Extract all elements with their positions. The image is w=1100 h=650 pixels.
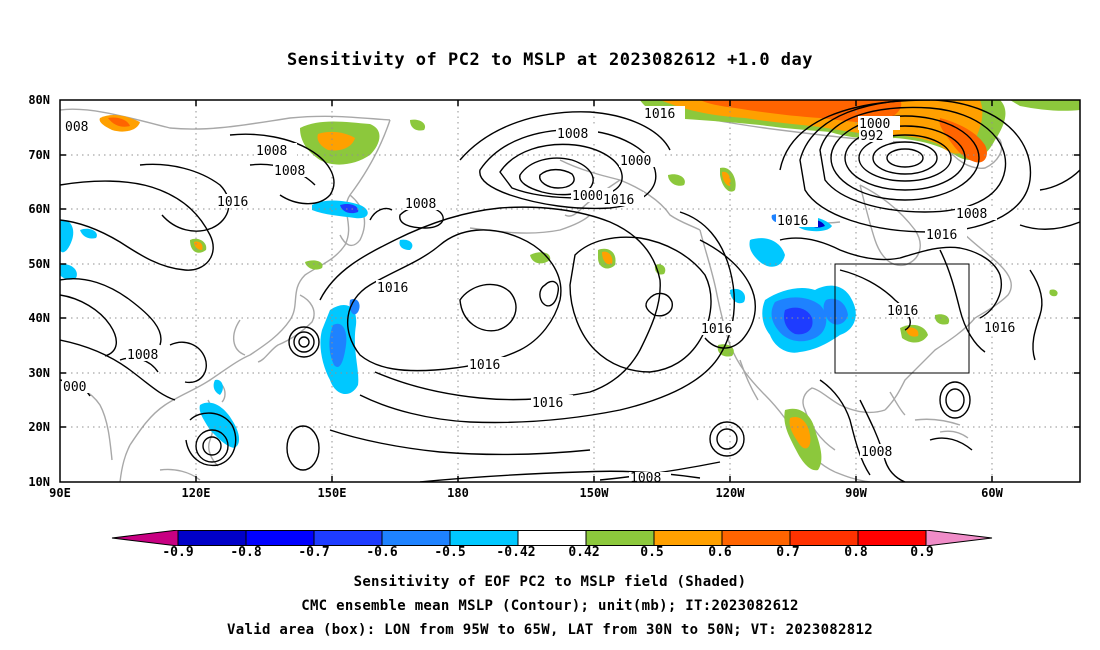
lon-label: 60W — [981, 486, 1003, 500]
contour-label: 992 — [860, 129, 883, 144]
contour-label: 1008 — [256, 144, 287, 159]
lat-label: 70N — [28, 148, 50, 162]
lat-label: 80N — [28, 93, 50, 107]
lat-label: 50N — [28, 257, 50, 271]
colorbar-label: -0.42 — [496, 545, 536, 560]
tick-marks — [60, 100, 1080, 482]
lat-label: 10N — [28, 475, 50, 489]
contour-label: 1000 — [859, 117, 890, 132]
colorbar-cell — [653, 530, 723, 546]
colorbar-arrow-low — [111, 530, 179, 546]
contour-label: 1000 — [572, 189, 603, 204]
negative-sensitivity-shading — [60, 200, 856, 448]
colorbar-label: 0.7 — [776, 545, 800, 560]
contour-label: 1016 — [469, 358, 500, 373]
mslp-contours — [60, 100, 1080, 482]
colorbar-label: -0.8 — [230, 545, 262, 560]
colorbar-label: -0.5 — [434, 545, 466, 560]
colorbar-cell — [517, 530, 587, 546]
lat-label: 20N — [28, 420, 50, 434]
contour-label: 1008 — [956, 207, 987, 222]
lat-label: 30N — [28, 366, 50, 380]
contour-label: 000 — [63, 380, 86, 395]
contour-label: 1016 — [926, 228, 957, 243]
colorbar-cell — [721, 530, 791, 546]
colorbar-label: 0.8 — [844, 545, 868, 560]
lon-label: 180 — [447, 486, 469, 500]
lat-label: 40N — [28, 311, 50, 325]
map-frame — [59, 99, 1081, 483]
contour-label: 1016 — [532, 396, 563, 411]
colorbar-cell — [585, 530, 655, 546]
contour-label: 1008 — [405, 197, 436, 212]
colorbar — [111, 530, 993, 546]
colorbar-cell — [177, 530, 247, 546]
contour-label: 1016 — [701, 322, 732, 337]
lon-label: 150W — [579, 486, 609, 500]
colorbar-arrow-high — [925, 530, 993, 546]
colorbar-label: -0.9 — [162, 545, 194, 560]
contour-label: 1016 — [217, 195, 248, 210]
lon-label: 120E — [181, 486, 211, 500]
lon-label: 120W — [715, 486, 745, 500]
contour-label: 1016 — [603, 193, 634, 208]
contour-label: 008 — [65, 120, 88, 135]
caption-line-1: Sensitivity of EOF PC2 to MSLP field (Sh… — [353, 574, 747, 590]
colorbar-cell — [449, 530, 519, 546]
contour-label: 1008 — [630, 471, 661, 486]
lon-label: 90E — [49, 486, 71, 500]
contour-label: 1008 — [861, 445, 892, 460]
colorbar-label: 0.42 — [568, 545, 600, 560]
contour-label: 1008 — [557, 127, 588, 142]
colorbar-label: 0.6 — [708, 545, 732, 560]
contour-label: 1016 — [644, 107, 675, 122]
colorbar-cell — [789, 530, 859, 546]
colorbar-cell — [245, 530, 315, 546]
contour-label: 1008 — [274, 164, 305, 179]
colorbar-cell — [313, 530, 383, 546]
colorbar-label: 0.9 — [910, 545, 934, 560]
colorbar-cell — [381, 530, 451, 546]
caption-line-2: CMC ensemble mean MSLP (Contour); unit(m… — [301, 598, 799, 614]
contour-label: 1008 — [127, 348, 158, 363]
lon-label: 150E — [317, 486, 347, 500]
lon-label: 90W — [845, 486, 867, 500]
colorbar-cell — [857, 530, 927, 546]
contour-label: 1016 — [377, 281, 408, 296]
contour-label: 1000 — [620, 154, 651, 169]
chart-title: Sensitivity of PC2 to MSLP at 2023082612… — [286, 50, 813, 70]
colorbar-label: -0.6 — [366, 545, 398, 560]
contour-label: 1016 — [777, 214, 808, 229]
caption-line-3: Valid area (box): LON from 95W to 65W, L… — [227, 622, 873, 638]
valid-area-box — [834, 263, 970, 374]
colorbar-label: -0.7 — [298, 545, 330, 560]
lat-label: 60N — [28, 202, 50, 216]
contour-label: 1016 — [984, 321, 1015, 336]
contour-label: 1016 — [887, 304, 918, 319]
colorbar-label: 0.5 — [640, 545, 664, 560]
